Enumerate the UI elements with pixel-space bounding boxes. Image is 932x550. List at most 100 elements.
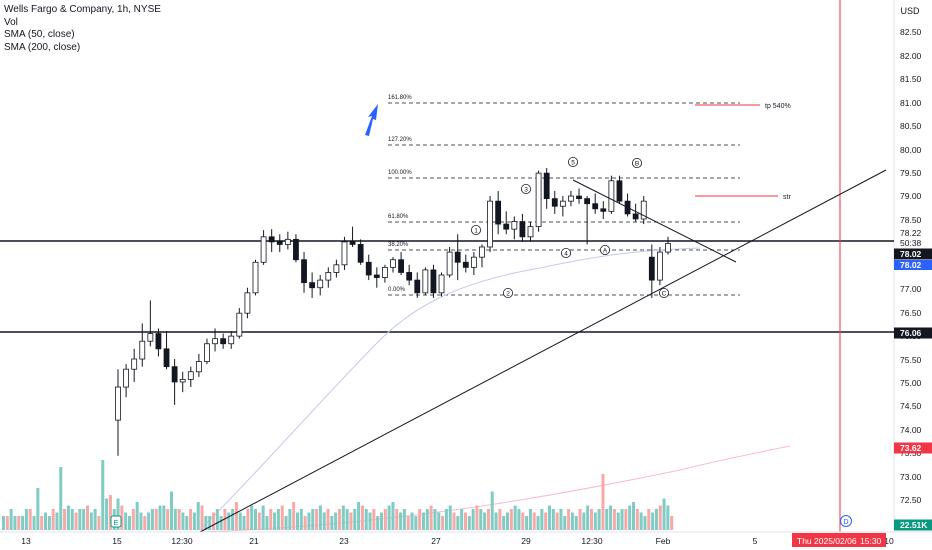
volume-bar — [345, 509, 349, 530]
volume-bar — [380, 512, 383, 530]
price-tick-label: 78.50 — [900, 215, 922, 225]
volume-bar — [296, 512, 299, 530]
candle-body — [284, 238, 291, 245]
volume-bar — [528, 509, 532, 530]
price-tick-label: 80.00 — [900, 145, 922, 155]
volume-bar — [559, 509, 563, 530]
volume-bar — [17, 516, 21, 530]
earnings-marker[interactable] — [110, 515, 122, 528]
volume-bar — [666, 505, 670, 530]
volume-bar — [166, 509, 170, 530]
volume-bar — [460, 509, 464, 530]
volume-bar — [318, 505, 322, 530]
volume-bar — [208, 516, 212, 530]
volume-bar — [307, 512, 311, 530]
volume-bar — [147, 512, 151, 530]
candle-body — [648, 256, 655, 281]
volume-bar — [406, 516, 410, 530]
volume-bar — [74, 512, 78, 530]
volume-bar — [456, 516, 460, 530]
wave-label-circle — [470, 224, 481, 235]
volume-bar — [536, 516, 540, 530]
fib-level-label: 161.80% — [388, 95, 412, 101]
price-tick-label: 74.50 — [900, 401, 922, 411]
volume-bar — [464, 512, 467, 530]
dividend-marker-label: D — [843, 519, 848, 526]
candle-body — [357, 244, 364, 263]
volume-bar — [418, 509, 422, 530]
volume-bar — [9, 509, 13, 530]
wave-label: B — [635, 161, 639, 168]
volume-bar — [662, 498, 666, 530]
volume-bar — [647, 509, 651, 530]
candle-body — [543, 172, 550, 200]
chart-legend: Wells Fargo & Company, 1h, NYSE Vol SMA … — [4, 4, 161, 54]
price-badge-label: 78.02 — [900, 249, 922, 259]
price-tick-label: 77.00 — [900, 284, 922, 294]
volume-bar — [231, 509, 235, 530]
candle-body — [325, 272, 332, 281]
candle-body — [293, 238, 299, 261]
candle-body — [131, 358, 138, 370]
candle-body — [187, 371, 194, 380]
volume-bar — [654, 509, 658, 530]
volume-bar — [609, 505, 613, 530]
volume-bar — [433, 509, 437, 530]
volume-bar — [280, 505, 284, 530]
volume-bar — [395, 509, 399, 530]
wave-label-circle — [659, 287, 670, 298]
price-tick-label: 81.50 — [900, 74, 922, 84]
price-tick-label: 73.00 — [900, 472, 922, 482]
candle-body — [454, 251, 461, 263]
dividend-marker[interactable] — [840, 515, 852, 527]
candle-body — [608, 180, 615, 212]
volume-bar — [555, 512, 559, 530]
volume-bar — [357, 502, 361, 530]
trendline-resistance[interactable] — [572, 179, 737, 263]
price-tick-label: 76.50 — [900, 308, 922, 318]
price-tick-label: 50:38 — [900, 238, 922, 248]
time-axis-bg — [0, 532, 932, 550]
volume-bar — [551, 509, 555, 530]
candle-body — [115, 386, 121, 421]
candle-body — [438, 274, 445, 294]
legend-sma200: SMA (200, close) — [4, 41, 81, 53]
volume-bar — [70, 509, 74, 530]
volume-bar — [593, 512, 597, 530]
candle-body — [470, 256, 477, 268]
candle-body — [220, 338, 227, 345]
volume-bar — [24, 509, 28, 530]
volume-bar — [643, 516, 647, 530]
volume-bar — [444, 509, 448, 530]
volume-bar — [215, 509, 219, 530]
candle-body — [373, 274, 380, 278]
candle-body — [276, 241, 283, 245]
volume-bar — [628, 505, 632, 530]
trendline-support[interactable] — [199, 169, 887, 533]
volume-bar — [315, 509, 319, 530]
price-badge-label: 22.51K — [900, 520, 928, 530]
time-cursor-badge — [792, 533, 886, 547]
time-cursor-time: 15:30 — [860, 536, 882, 546]
candle-body — [398, 259, 404, 273]
volume-bar — [204, 516, 208, 530]
volume-bar — [513, 505, 517, 530]
price-tick-label: 82.50 — [900, 27, 922, 37]
volume-bar — [32, 516, 36, 530]
candle-body — [139, 340, 146, 360]
volume-bar — [101, 460, 105, 530]
candle-body — [195, 361, 202, 373]
volume-bar — [200, 505, 204, 530]
candle-body — [600, 208, 607, 212]
volume-bar — [498, 509, 502, 530]
earnings-marker-label: E — [113, 518, 118, 527]
volume-bar — [479, 509, 483, 530]
volume-bar — [387, 505, 391, 530]
volume-bar — [532, 512, 536, 530]
volume-bar — [360, 505, 364, 530]
volume-bar — [586, 505, 590, 530]
price-badge-label: 76.06 — [900, 328, 922, 338]
arrow-up-icon — [365, 104, 378, 136]
volume-bar — [383, 509, 387, 530]
